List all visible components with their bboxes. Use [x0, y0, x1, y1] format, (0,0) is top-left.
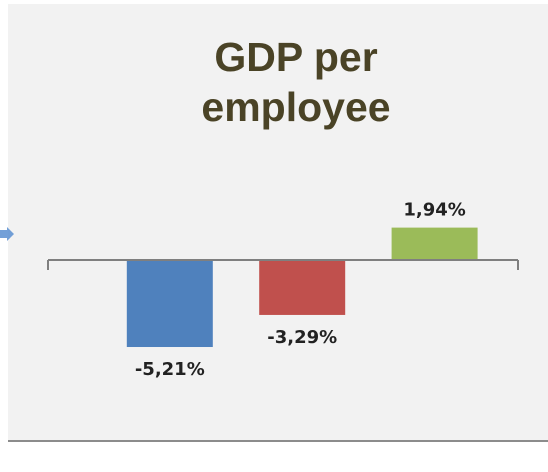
- bar-3: [391, 227, 478, 260]
- bar-2: [259, 260, 346, 315]
- data-labels-layer: -5,21% -3,29% 1,94%: [135, 200, 466, 380]
- chart-panel: [8, 4, 548, 440]
- chart-title: GDP per employee: [201, 34, 391, 130]
- axis-layer: [47, 259, 519, 270]
- bars-layer: [126, 227, 478, 348]
- data-label-1: -5,21%: [135, 359, 205, 380]
- bar-1: [126, 260, 213, 348]
- data-label-3: 1,94%: [403, 200, 465, 221]
- panel-bottom-border: [8, 440, 548, 442]
- arrow-pointer-icon: [0, 227, 14, 241]
- data-label-2: -3,29%: [267, 327, 337, 348]
